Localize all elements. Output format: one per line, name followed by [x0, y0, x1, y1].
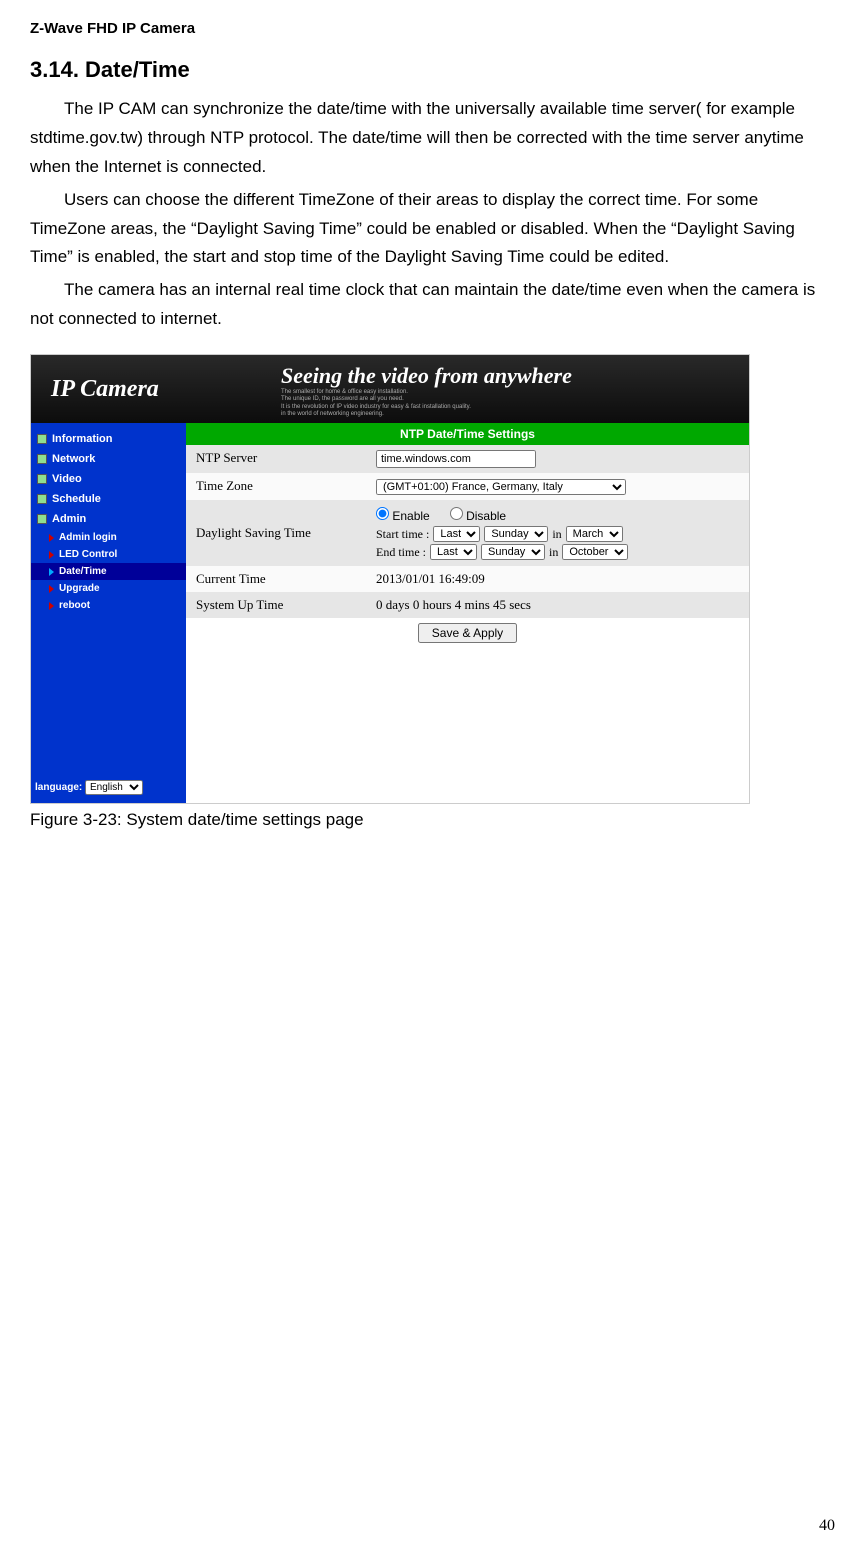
- nav-reboot[interactable]: reboot: [31, 597, 186, 614]
- in-label: in: [549, 545, 558, 560]
- nav-label: Upgrade: [59, 583, 100, 594]
- nav-video[interactable]: Video: [31, 469, 186, 489]
- radio-label: Enable: [392, 509, 429, 523]
- uptime-value: 0 days 0 hours 4 mins 45 secs: [366, 592, 749, 618]
- app-banner: IP Camera Seeing the video from anywhere…: [31, 355, 749, 423]
- end-week-select[interactable]: Last: [430, 544, 477, 560]
- settings-table: NTP Server Time Zone (GMT+01:00) France,…: [186, 445, 749, 648]
- paragraph-1: The IP CAM can synchronize the date/time…: [30, 95, 835, 182]
- nav-led-control[interactable]: LED Control: [31, 546, 186, 563]
- start-month-select[interactable]: March: [566, 526, 623, 542]
- end-month-select[interactable]: October: [562, 544, 628, 560]
- bullet-icon: [37, 454, 47, 464]
- body-text: The IP CAM can synchronize the date/time…: [30, 95, 835, 334]
- panel-title: NTP Date/Time Settings: [186, 423, 749, 445]
- bullet-icon: [37, 434, 47, 444]
- arrow-icon: [49, 568, 54, 576]
- language-label: language:: [35, 782, 82, 793]
- ntp-server-input[interactable]: [376, 450, 536, 468]
- doc-header: Z-Wave FHD IP Camera: [30, 20, 835, 37]
- nav-admin[interactable]: Admin: [31, 509, 186, 529]
- nav-label: LED Control: [59, 549, 117, 560]
- dst-label: Daylight Saving Time: [186, 500, 366, 566]
- arrow-icon: [49, 534, 54, 542]
- start-time-label: Start time :: [376, 527, 429, 542]
- save-apply-button[interactable]: Save & Apply: [418, 623, 517, 643]
- nav-label: Date/Time: [59, 566, 107, 577]
- figure-caption: Figure 3-23: System date/time settings p…: [30, 810, 835, 830]
- nav-label: Network: [52, 453, 95, 465]
- ntp-server-label: NTP Server: [186, 445, 366, 473]
- sub-line: in the world of networking engineering.: [281, 411, 471, 418]
- dst-disable-radio[interactable]: [450, 507, 463, 520]
- end-day-select[interactable]: Sunday: [481, 544, 545, 560]
- start-day-select[interactable]: Sunday: [484, 526, 548, 542]
- nav-label: Video: [52, 473, 82, 485]
- nav-network[interactable]: Network: [31, 449, 186, 469]
- nav-date-time[interactable]: Date/Time: [31, 563, 186, 580]
- bullet-icon: [37, 494, 47, 504]
- dst-enable-option[interactable]: Enable: [376, 507, 430, 523]
- dst-enable-radio[interactable]: [376, 507, 389, 520]
- in-label: in: [552, 527, 561, 542]
- uptime-label: System Up Time: [186, 592, 366, 618]
- app-tagline: Seeing the video from anywhere: [281, 363, 572, 389]
- content-panel: NTP Date/Time Settings NTP Server Time Z…: [186, 423, 749, 803]
- nav-label: Schedule: [52, 493, 101, 505]
- bullet-icon: [37, 514, 47, 524]
- language-select[interactable]: English: [85, 780, 143, 795]
- section-heading: 3.14. Date/Time: [30, 57, 835, 83]
- app-logo: IP Camera: [51, 376, 159, 403]
- app-subtext: The smallest for home & office easy inst…: [281, 389, 471, 418]
- current-time-label: Current Time: [186, 566, 366, 592]
- start-week-select[interactable]: Last: [433, 526, 480, 542]
- timezone-label: Time Zone: [186, 473, 366, 500]
- timezone-select[interactable]: (GMT+01:00) France, Germany, Italy: [376, 479, 626, 495]
- arrow-icon: [49, 585, 54, 593]
- nav-information[interactable]: Information: [31, 429, 186, 449]
- sub-line: The smallest for home & office easy inst…: [281, 389, 471, 396]
- nav-label: Admin login: [59, 532, 117, 543]
- arrow-icon: [49, 551, 54, 559]
- embedded-screenshot: IP Camera Seeing the video from anywhere…: [30, 354, 750, 804]
- paragraph-2: Users can choose the different TimeZone …: [30, 186, 835, 273]
- sub-line: The unique ID, the password are all you …: [281, 396, 471, 403]
- sidebar: Information Network Video Schedule Admin…: [31, 423, 186, 803]
- radio-label: Disable: [466, 509, 506, 523]
- nav-admin-login[interactable]: Admin login: [31, 529, 186, 546]
- paragraph-3: The camera has an internal real time clo…: [30, 276, 835, 334]
- dst-disable-option[interactable]: Disable: [450, 507, 506, 523]
- nav-label: reboot: [59, 600, 90, 611]
- nav-label: Admin: [52, 513, 86, 525]
- nav-label: Information: [52, 433, 113, 445]
- bullet-icon: [37, 474, 47, 484]
- page-number: 40: [819, 1517, 835, 1535]
- arrow-icon: [49, 602, 54, 610]
- current-time-value: 2013/01/01 16:49:09: [366, 566, 749, 592]
- language-row: language: English: [35, 780, 143, 795]
- nav-upgrade[interactable]: Upgrade: [31, 580, 186, 597]
- nav-schedule[interactable]: Schedule: [31, 489, 186, 509]
- end-time-label: End time :: [376, 545, 426, 560]
- sub-line: It is the revolution of IP video industr…: [281, 404, 471, 411]
